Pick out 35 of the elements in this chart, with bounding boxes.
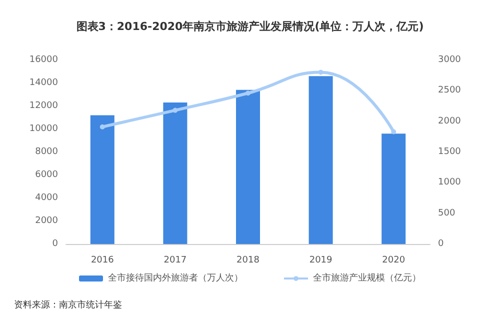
- y2-tick-label: 500: [438, 208, 456, 218]
- point: [391, 129, 396, 134]
- y2-tick-label: 3000: [438, 55, 462, 65]
- x-tick-label: 2016: [90, 256, 114, 266]
- y2-tick-label: 1500: [438, 147, 462, 157]
- bar: [163, 102, 188, 244]
- text: 资料来源：南京市统计年鉴: [14, 300, 122, 310]
- y2-tick-label: 2500: [438, 86, 462, 96]
- point: [172, 108, 178, 113]
- y-tick-label: 8000: [35, 147, 58, 157]
- x-tick-label: 2020: [382, 256, 406, 266]
- y-tick-label: 6000: [35, 170, 58, 180]
- y-tick-label: 14000: [29, 78, 58, 88]
- y-tick-label: 16000: [29, 55, 58, 65]
- y-tick-label: 12000: [29, 101, 58, 111]
- x-tick-label: 2017: [164, 256, 187, 266]
- point: [246, 90, 250, 96]
- bar: [308, 76, 333, 244]
- legend-label: 全市接待国内外旅游者（万人次）: [108, 272, 243, 284]
- chart-title: 图表3：2016-2020年南京市旅游产业发展情况(单位：万人次，亿元): [76, 20, 424, 33]
- y-tick-label: 0: [52, 239, 58, 249]
- y2-tick-label: 2000: [438, 116, 462, 126]
- y-tick-label: 10000: [29, 124, 58, 134]
- legend-label: 全市旅游产业规模（亿元）: [313, 272, 421, 284]
- bar: [236, 90, 260, 244]
- y2-tick-label: 0: [438, 239, 444, 249]
- point: [100, 124, 105, 130]
- point: [318, 70, 324, 75]
- y-tick-label: 4000: [35, 193, 58, 203]
- y-tick-label: 2000: [35, 216, 58, 226]
- y2-tick-label: 1000: [438, 178, 462, 188]
- x-tick-label: 2018: [236, 256, 260, 266]
- x-tick-label: 2019: [309, 256, 333, 266]
- bar: [382, 134, 406, 244]
- bar: [90, 115, 114, 244]
